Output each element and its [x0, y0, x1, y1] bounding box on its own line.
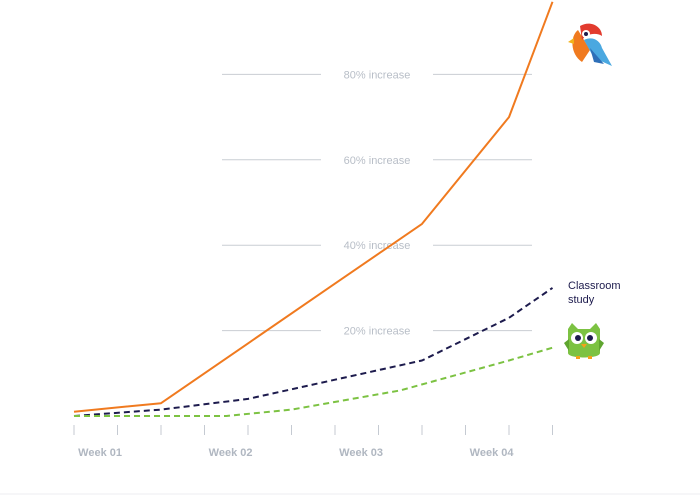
x-tick-label: Week 04 — [470, 447, 515, 459]
x-tick-label: Week 02 — [209, 447, 253, 459]
series-label-line: study — [568, 294, 595, 306]
series-labels: Classroom study — [568, 280, 621, 306]
x-axis: Week 01 Week 02 Week 03 Week 04 — [73, 425, 553, 459]
series-line-owl — [74, 346, 553, 417]
series-group — [73, 1, 554, 417]
gridline-label-20: 20% increase — [344, 326, 411, 338]
gridline-label-60: 60% increase — [344, 155, 411, 167]
series-label-line: Classroom — [568, 280, 621, 292]
x-tick-label: Week 01 — [78, 447, 122, 459]
series-line-classroom — [73, 287, 554, 417]
gridline-label-80: 80% increase — [344, 69, 411, 81]
series-line-parrot — [73, 1, 554, 413]
owl-logo-icon — [564, 323, 604, 359]
series-label-classroom: Classroom study — [568, 280, 621, 306]
gridline-label-40: 40% increase — [344, 240, 411, 252]
parrot-logo-icon — [568, 23, 612, 66]
x-tick-label: Week 03 — [339, 447, 383, 459]
gridline-group: 20% increase 40% increase 60% increase 80% … — [222, 69, 532, 338]
